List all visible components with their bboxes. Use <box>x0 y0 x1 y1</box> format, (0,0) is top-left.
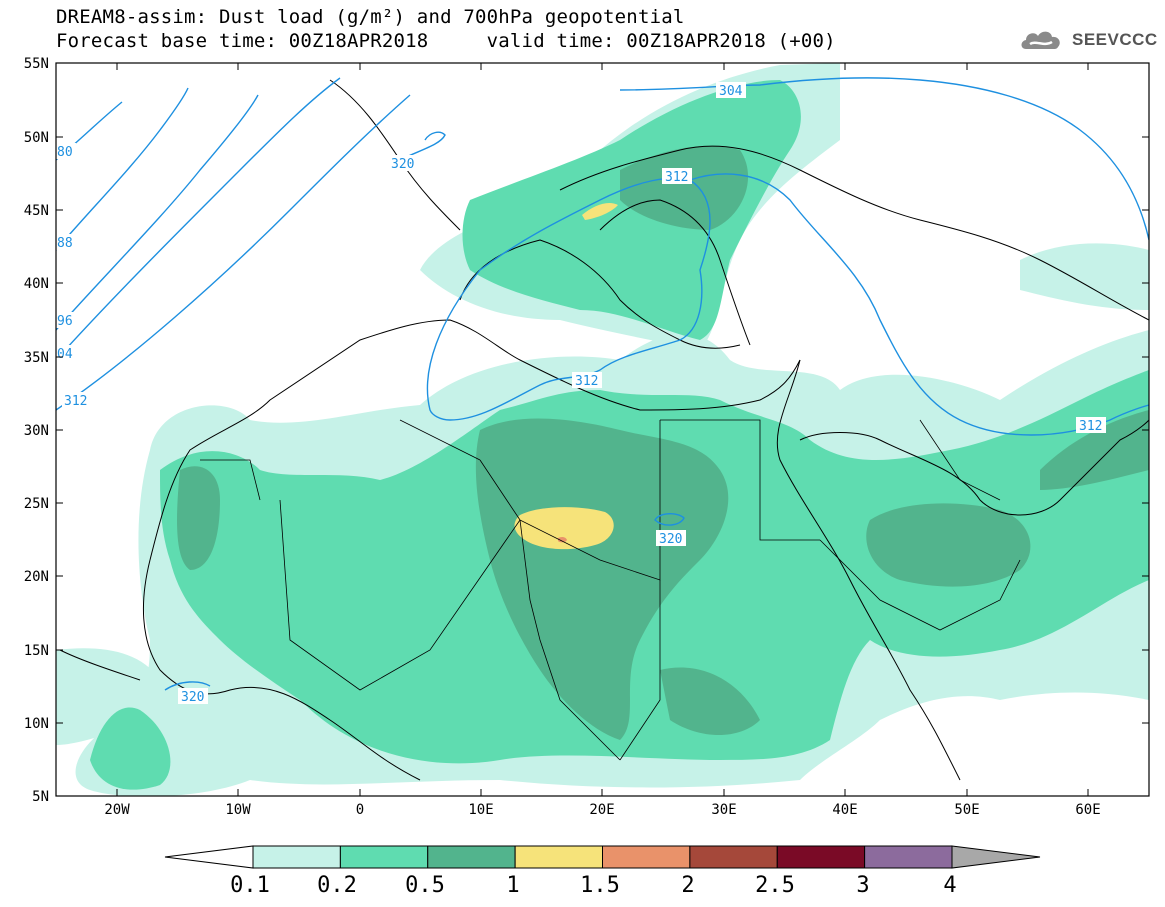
svg-text:320: 320 <box>659 532 682 547</box>
colorbar-label: 2 <box>681 873 694 898</box>
contour-320-sudan <box>654 513 685 526</box>
lat-label: 40N <box>24 276 49 292</box>
svg-text:312: 312 <box>64 394 87 409</box>
colorbar-label: 0.2 <box>317 873 357 898</box>
contour-label: 312 <box>1076 417 1106 434</box>
colorbar-label: 1 <box>506 873 519 898</box>
dust-band-dark-east <box>660 667 760 735</box>
dust-band-mid-north <box>462 80 801 340</box>
lat-label: 5N <box>32 789 49 805</box>
svg-text:312: 312 <box>665 170 688 185</box>
svg-text:304: 304 <box>719 84 743 99</box>
colorbar-label: 4 <box>943 873 956 898</box>
colorbar-swatch <box>864 845 953 869</box>
country-borders <box>200 419 1021 761</box>
contour-320-west <box>164 681 211 691</box>
contour-312-east <box>689 173 1149 436</box>
lon-label: 60E <box>1075 802 1100 818</box>
colorbar-swatch <box>427 845 516 869</box>
svg-text:88: 88 <box>57 236 73 251</box>
map-title: DREAM8-assim: Dust load (g/m²) and 700hP… <box>56 6 685 28</box>
svg-text:312: 312 <box>1079 419 1102 434</box>
dust-core-yellow <box>514 507 614 550</box>
dust-band-dark-central <box>475 418 729 740</box>
colorbar-swatch <box>776 845 866 869</box>
contour-04 <box>56 77 341 361</box>
lat-label: 55N <box>24 56 49 72</box>
contour-labels: 304 312 320 312 312 320 320 80 88 96 04 … <box>56 82 1106 705</box>
lat-labels: 55N 50N 45N 40N 35N 30N 25N 20N 15N 10N … <box>24 56 49 805</box>
contour-label: 304 <box>716 82 746 99</box>
svg-text:04: 04 <box>57 347 73 362</box>
contour-label: 320 <box>656 530 686 547</box>
lon-label: 10W <box>225 802 251 818</box>
contour-label: 320 <box>388 155 418 172</box>
contour-312-west <box>56 94 411 411</box>
dust-band-mid-west <box>90 707 171 790</box>
lon-label: 50E <box>954 802 979 818</box>
contour-label: 04 <box>56 345 76 362</box>
colorbar-over-triangle <box>951 845 1041 869</box>
svg-text:320: 320 <box>181 690 204 705</box>
lon-label: 30E <box>711 802 736 818</box>
lat-ticks <box>56 62 1149 724</box>
lat-label: 45N <box>24 203 49 219</box>
lon-label: 20W <box>104 802 130 818</box>
contour-88 <box>56 87 189 251</box>
svg-text:96: 96 <box>57 314 73 329</box>
colorbar-swatch <box>514 845 603 869</box>
cloud-icon <box>1021 31 1060 49</box>
lat-label: 50N <box>24 130 49 146</box>
contour-label: 312 <box>572 372 602 389</box>
svg-text:80: 80 <box>57 145 73 160</box>
lon-label: 0 <box>356 802 364 818</box>
dust-band-dark-gulf <box>1040 410 1149 490</box>
dust-band-dark-west <box>177 466 220 570</box>
dust-band-light-east <box>1020 243 1149 310</box>
lat-label: 25N <box>24 496 49 512</box>
contour-312-ring <box>426 177 711 421</box>
dust-core-orange <box>558 536 567 543</box>
dust-band-dark-arabia <box>866 503 1031 587</box>
colorbar-swatch <box>602 845 691 869</box>
lat-label: 30N <box>24 423 49 439</box>
seevccc-logo: SEEVCCC <box>1018 26 1158 54</box>
contour-label: 88 <box>56 234 76 251</box>
lat-label: 10N <box>24 716 49 732</box>
colorbar: 0.1 0.2 0.5 1 1.5 2 2.5 3 4 <box>164 845 1041 898</box>
contour-label: 320 <box>178 688 208 705</box>
colorbar-under-triangle <box>164 845 254 869</box>
lon-label: 20E <box>589 802 614 818</box>
contour-label: 312 <box>662 168 692 185</box>
dust-band-dark-north <box>620 146 749 230</box>
lon-ticks <box>116 63 1089 796</box>
colorbar-label: 3 <box>856 873 869 898</box>
contour-label: 80 <box>56 143 76 160</box>
colorbar-label: 1.5 <box>580 873 620 898</box>
contour-320-small <box>399 131 446 161</box>
colorbar-label: 0.1 <box>230 873 270 898</box>
lon-label: 40E <box>832 802 857 818</box>
lat-label: 20N <box>24 569 49 585</box>
svg-text:320: 320 <box>391 157 414 172</box>
lon-label: 10E <box>468 802 493 818</box>
colorbar-swatch <box>689 845 778 869</box>
contour-label: 312 <box>62 392 92 409</box>
colorbar-swatch <box>339 845 429 869</box>
contour-label: 96 <box>56 312 76 329</box>
lat-label: 35N <box>24 350 49 366</box>
contour-96 <box>56 94 259 331</box>
colorbar-label: 0.5 <box>405 873 445 898</box>
forecast-time-subtitle: Forecast base time: 00Z18APR2018 valid t… <box>56 30 836 52</box>
svg-text:312: 312 <box>575 374 598 389</box>
colorbar-swatch <box>252 845 341 869</box>
logo-text: SEEVCCC <box>1072 30 1158 49</box>
colorbar-label: 2.5 <box>755 873 795 898</box>
dust-core-yellow-north <box>582 203 618 220</box>
lon-labels: 20W 10W 0 10E 20E 30E 40E 50E 60E <box>104 802 1100 818</box>
lat-label: 15N <box>24 643 49 659</box>
dust-fill-layer <box>56 63 1149 796</box>
